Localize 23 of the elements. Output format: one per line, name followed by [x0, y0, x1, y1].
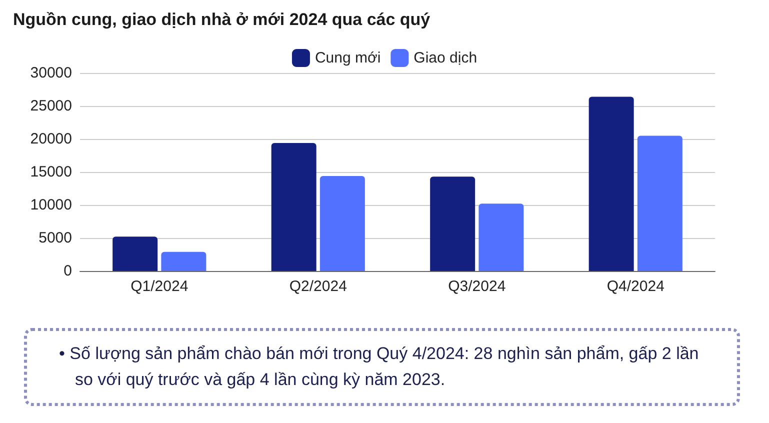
x-tick-label: Q4/2024: [606, 278, 664, 295]
x-tick-label: Q3/2024: [448, 278, 506, 295]
y-tick-label: 5000: [38, 230, 72, 246]
bar: [430, 176, 476, 271]
y-tick-label: 0: [64, 262, 72, 280]
y-tick-label: 15000: [30, 164, 72, 180]
text: • Số lượng sản phẩm chào bán mới trong Quý 4/2024: 28 nghìn sản phẩm, gấp 2 lần so với quý trước và gấp 4 lần cùng kỳ năm 2023.: [59, 343, 700, 391]
x-tick-label: Q1/2024: [130, 278, 188, 295]
bar: [161, 252, 206, 271]
y-tick-label: 30000: [30, 64, 72, 82]
bar: [320, 176, 365, 271]
y-tick-label: 10000: [30, 196, 72, 214]
chart-title: Nguồn cung, giao dịch nhà ở mới 2024 qua các quý: [13, 10, 431, 29]
legend-label: Cung mới: [314, 50, 381, 66]
bar: [478, 204, 524, 271]
y-tick-label: 25000: [30, 98, 72, 114]
legend-label: Giao dịch: [414, 50, 478, 66]
x-tick-label: Q2/2024: [289, 278, 347, 295]
y-tick-label: 20000: [30, 130, 72, 148]
bar: [588, 96, 634, 271]
bar: [637, 136, 682, 271]
bar: [112, 236, 158, 271]
bar: [271, 142, 316, 271]
